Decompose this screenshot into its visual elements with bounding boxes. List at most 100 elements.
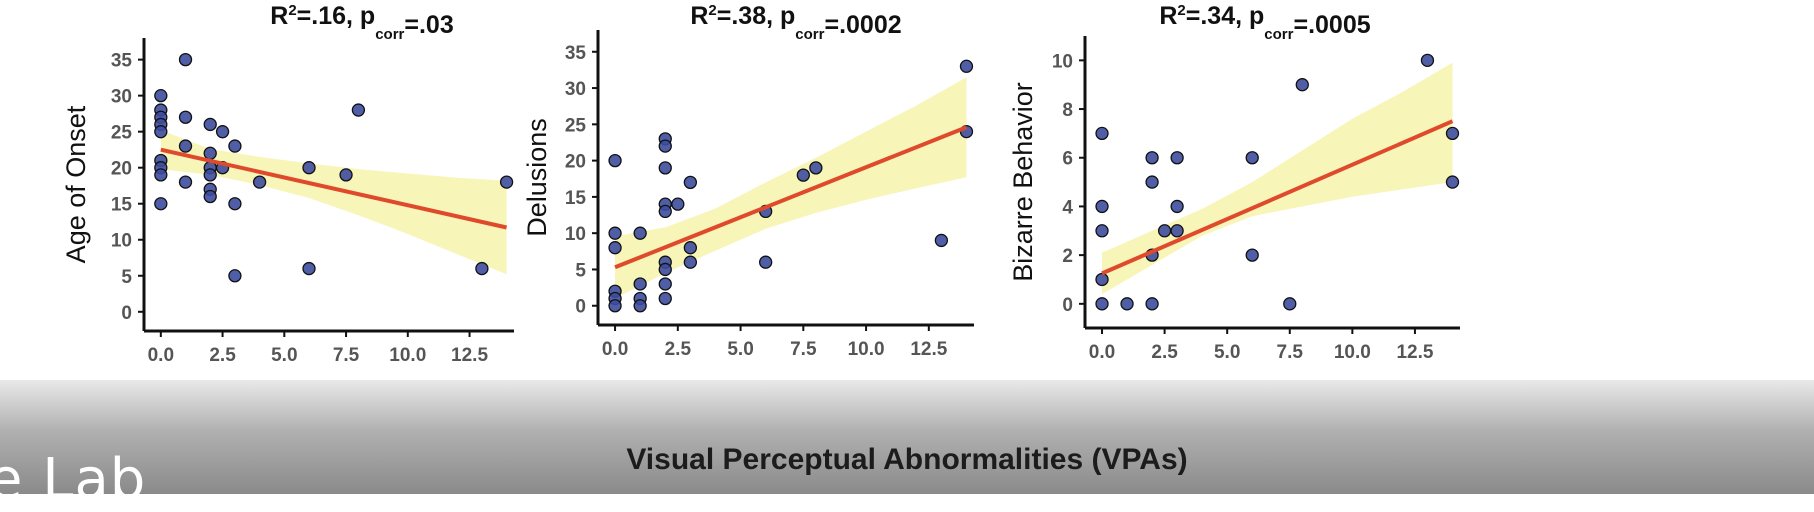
y-tick-label: 20 [565, 152, 586, 173]
data-point [1157, 224, 1172, 238]
data-point [959, 59, 974, 73]
data-point [178, 52, 193, 67]
data-point [499, 175, 514, 189]
regression-line [614, 125, 968, 270]
data-point [154, 197, 168, 211]
data-point [228, 139, 242, 153]
y-tick-label: 15 [111, 195, 133, 216]
data-point [608, 226, 622, 240]
data-point [796, 168, 810, 182]
x-tick-label: 2.5 [665, 339, 692, 360]
data-point [1095, 224, 1109, 238]
data-point [809, 161, 823, 175]
data-point [302, 161, 316, 175]
data-point [1295, 78, 1309, 92]
y-tick-label: 20 [111, 159, 132, 180]
data-point [633, 299, 647, 313]
data-point [302, 261, 316, 276]
data-point [683, 255, 698, 269]
data-point [203, 168, 217, 182]
data-point [1245, 151, 1259, 165]
y-tick-label: 0 [1062, 295, 1073, 316]
data-point [683, 175, 698, 190]
y-tick-label: 25 [565, 115, 587, 136]
x-tick-label: 5.0 [271, 345, 297, 366]
data-point [203, 189, 217, 204]
data-point [658, 262, 672, 277]
x-tick-label: 12.5 [910, 339, 947, 360]
data-point [608, 299, 622, 313]
y-tick-label: 30 [565, 79, 586, 100]
x-tick-label: 10.0 [1334, 342, 1371, 363]
y-tick-label: 2 [1062, 246, 1073, 267]
x-tick-label: 0.0 [148, 345, 174, 366]
x-tick-label: 2.5 [1151, 342, 1178, 363]
y-tick-label: 10 [1052, 51, 1073, 72]
data-point [1095, 297, 1109, 311]
data-point [203, 146, 217, 160]
data-point [683, 241, 698, 255]
data-point [658, 204, 672, 219]
data-point [215, 125, 230, 139]
data-point [154, 125, 168, 139]
data-point [1120, 297, 1134, 311]
data-point [1170, 199, 1184, 214]
y-tick-label: 30 [111, 87, 132, 108]
data-point [633, 226, 647, 240]
data-point [475, 261, 489, 276]
data-point [252, 175, 267, 189]
data-point [178, 139, 193, 153]
data-point [154, 88, 168, 103]
data-point [1145, 175, 1159, 189]
y-axis-label: Delusions [522, 118, 552, 237]
x-tick-label: 7.5 [333, 345, 360, 366]
confidence-band [615, 77, 967, 299]
panel-1: 0 5 10 15 20 25 30 35 0.0 2.5 5.0 7.5 10.0 12.5 Age of… [61, 2, 514, 366]
data-point [1095, 126, 1109, 141]
data-point [178, 110, 193, 124]
data-point [1145, 151, 1159, 165]
data-point [178, 175, 193, 189]
panel-title: R2=.34, pcorr=.0005 [1159, 2, 1370, 43]
data-point [1095, 199, 1109, 214]
x-tick-label: 5.0 [1214, 342, 1240, 363]
data-point [759, 255, 773, 269]
data-point [658, 291, 672, 306]
data-point [658, 277, 672, 291]
y-tick-label: 10 [111, 231, 132, 252]
y-tick-label: 15 [565, 188, 587, 209]
data-point [1445, 175, 1460, 189]
data-point [1445, 126, 1460, 141]
data-point [228, 269, 242, 283]
y-tick-label: 8 [1062, 100, 1073, 121]
x-tick-label: 7.5 [790, 339, 817, 360]
data-point [658, 139, 672, 153]
data-point [1170, 151, 1184, 165]
data-point [339, 168, 353, 182]
data-point [1095, 272, 1109, 287]
y-tick-label: 10 [565, 224, 586, 245]
y-axis-label: Age of Onset [61, 105, 91, 263]
data-point [633, 277, 647, 291]
y-tick-label: 25 [111, 123, 133, 144]
x-axis-label: Visual Perceptual Abnormalities (VPAs) [626, 443, 1188, 476]
y-tick-label: 0 [575, 297, 586, 318]
data-point [203, 117, 217, 132]
y-tick-label: 6 [1062, 149, 1073, 170]
data-point [1245, 248, 1259, 262]
y-axis-label: Bizarre Behavior [1008, 82, 1038, 282]
regression-line [1101, 119, 1454, 276]
panel-title: R2=.16, pcorr=.03 [270, 2, 453, 43]
x-tick-label: 2.5 [209, 345, 236, 366]
data-point [934, 233, 949, 248]
x-tick-label: 10.0 [848, 339, 885, 360]
x-tick-label: 10.0 [389, 345, 426, 366]
y-tick-label: 4 [1062, 197, 1073, 218]
data-point [1283, 297, 1297, 311]
y-tick-label: 35 [111, 51, 133, 72]
data-point [1420, 53, 1435, 67]
regression-line [160, 147, 508, 230]
data-point [228, 197, 242, 211]
confidence-band [160, 130, 507, 275]
